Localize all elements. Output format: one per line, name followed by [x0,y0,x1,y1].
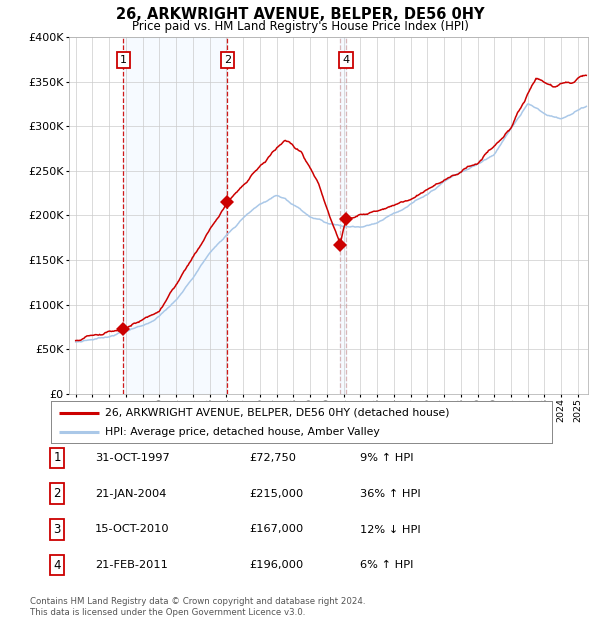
Text: 6% ↑ HPI: 6% ↑ HPI [360,560,413,570]
Text: 26, ARKWRIGHT AVENUE, BELPER, DE56 0HY (detached house): 26, ARKWRIGHT AVENUE, BELPER, DE56 0HY (… [104,407,449,417]
Text: HPI: Average price, detached house, Amber Valley: HPI: Average price, detached house, Ambe… [104,427,379,437]
Text: 21-FEB-2011: 21-FEB-2011 [95,560,167,570]
Text: 9% ↑ HPI: 9% ↑ HPI [360,453,413,463]
Text: Price paid vs. HM Land Registry's House Price Index (HPI): Price paid vs. HM Land Registry's House … [131,20,469,33]
Text: 31-OCT-1997: 31-OCT-1997 [95,453,170,463]
Text: 21-JAN-2004: 21-JAN-2004 [95,489,166,498]
Text: 3: 3 [53,523,61,536]
Text: Contains HM Land Registry data © Crown copyright and database right 2024.
This d: Contains HM Land Registry data © Crown c… [30,598,365,617]
Text: 36% ↑ HPI: 36% ↑ HPI [360,489,421,498]
Text: 26, ARKWRIGHT AVENUE, BELPER, DE56 0HY: 26, ARKWRIGHT AVENUE, BELPER, DE56 0HY [116,7,484,22]
Text: 4: 4 [343,55,349,65]
Bar [123,37,227,394]
Text: £196,000: £196,000 [249,560,303,570]
Text: 1: 1 [119,55,127,65]
Text: 2: 2 [224,55,231,65]
Text: £167,000: £167,000 [249,525,303,534]
Text: 15-OCT-2010: 15-OCT-2010 [95,525,169,534]
Bar [340,37,346,394]
Text: 2: 2 [53,487,61,500]
Text: 12% ↓ HPI: 12% ↓ HPI [360,525,421,534]
Text: 4: 4 [53,559,61,572]
Text: £72,750: £72,750 [249,453,296,463]
Text: 1: 1 [53,451,61,464]
Text: £215,000: £215,000 [249,489,303,498]
